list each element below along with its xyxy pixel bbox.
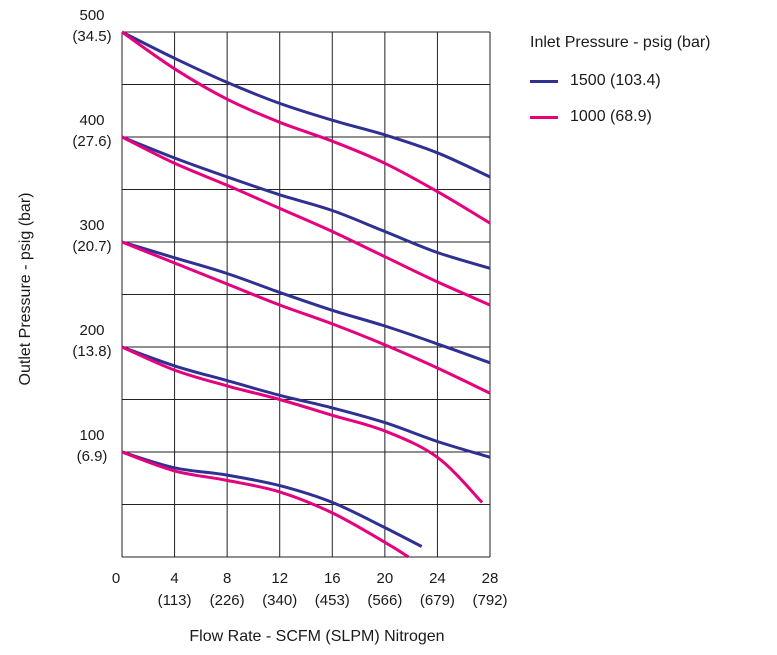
x-tick-label-slpm: (792) xyxy=(472,592,507,609)
y-tick-label-bar: (6.9) xyxy=(77,448,108,465)
x-tick-label-slpm: (566) xyxy=(367,592,402,609)
series-0-curve-3 xyxy=(121,345,491,459)
y-tick-label: 200 xyxy=(79,322,104,339)
y-axis-label: Outlet Pressure - psig (bar) xyxy=(17,193,34,386)
y-tick-label-bar: (13.8) xyxy=(72,343,111,360)
series-0-curve-1 xyxy=(121,135,491,270)
x-tick-label: 24 xyxy=(429,570,446,587)
series-0-curve-2 xyxy=(121,240,491,365)
y-tick-label: 400 xyxy=(79,112,104,129)
series-0-curve-4 xyxy=(121,450,423,548)
legend-swatch-1500 xyxy=(530,79,558,83)
legend-label-1500: 1500 (103.4) xyxy=(570,72,661,89)
legend-label-1000: 1000 (68.9) xyxy=(570,108,652,125)
x-tick-label: 20 xyxy=(377,570,394,587)
series-0-curve-0 xyxy=(121,30,491,179)
series-1-curve-4 xyxy=(121,450,410,559)
x-tick-label-slpm: (113) xyxy=(158,592,192,609)
series-1-curve-0 xyxy=(121,30,491,225)
x-tick-label: 12 xyxy=(271,570,288,587)
x-tick-label: 0 xyxy=(112,570,120,587)
x-tick-label-slpm: (679) xyxy=(420,592,455,609)
series-1-curve-3 xyxy=(121,345,484,504)
x-tick-label: 4 xyxy=(170,570,178,587)
x-tick-label-slpm: (453) xyxy=(315,592,350,609)
series-1-curve-2 xyxy=(121,240,491,395)
y-tick-label-bar: (27.6) xyxy=(72,133,111,150)
x-tick-label-slpm: (226) xyxy=(210,592,245,609)
legend-item-1000: 1000 (68.9) xyxy=(530,106,711,128)
curves xyxy=(121,30,491,559)
legend: Inlet Pressure - psig (bar) 1500 (103.4)… xyxy=(530,34,711,142)
x-axis-ticks: 0 4 (113) 8 (226) 12 (340) 16 (453) 20 (566) 24 (679… xyxy=(112,570,508,609)
grid xyxy=(121,31,491,558)
legend-title: Inlet Pressure - psig (bar) xyxy=(530,34,711,51)
y-axis-ticks: 100 (6.9) 200 (13.8) 300 (20.7) 400 (27.6) 500 (3… xyxy=(72,7,111,465)
y-tick-label-bar: (34.5) xyxy=(72,28,111,45)
x-tick-label-slpm: (340) xyxy=(262,592,297,609)
y-tick-label-bar: (20.7) xyxy=(72,238,111,255)
legend-item-1500: 1500 (103.4) xyxy=(530,70,711,92)
x-axis-label: Flow Rate - SCFM (SLPM) Nitrogen xyxy=(189,628,444,645)
y-tick-label: 500 xyxy=(79,7,104,24)
x-tick-label: 28 xyxy=(482,570,499,587)
series-1-curve-1 xyxy=(121,135,491,307)
legend-swatch-1000 xyxy=(530,115,558,119)
y-tick-label: 100 xyxy=(79,427,104,444)
x-tick-label: 8 xyxy=(223,570,231,587)
y-tick-label: 300 xyxy=(79,217,104,234)
x-tick-label: 16 xyxy=(324,570,341,587)
